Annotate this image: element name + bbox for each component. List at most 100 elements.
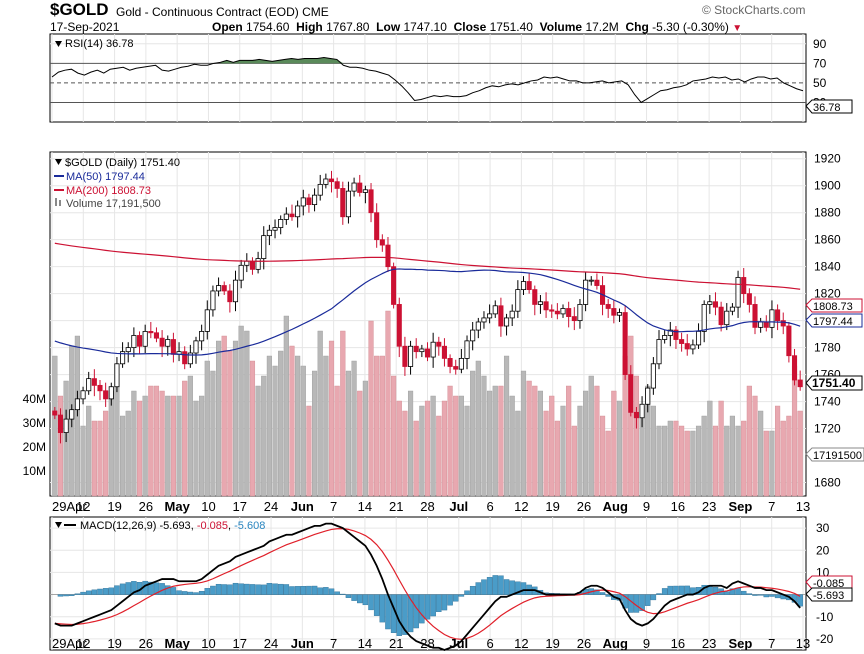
macd-histogram-bar xyxy=(328,588,335,595)
macd-histogram-bar xyxy=(639,594,645,611)
macd-histogram-bar xyxy=(148,581,154,595)
chg-label: Chg xyxy=(625,20,649,34)
macd-histogram-bar xyxy=(294,586,301,595)
macd-histogram-bar xyxy=(249,584,256,595)
candle-body xyxy=(504,317,510,327)
volume-bar xyxy=(701,415,707,497)
macd-legend-name: MACD(12,26,9) xyxy=(80,520,156,532)
volume-bar xyxy=(470,370,476,497)
candle-body xyxy=(402,345,408,367)
candle-body xyxy=(261,235,267,259)
volume-bar xyxy=(317,330,323,497)
volume-bar xyxy=(554,420,560,497)
macd-histogram-bar xyxy=(644,594,651,606)
rsi-series xyxy=(51,56,804,104)
candle-body xyxy=(52,410,58,416)
ma50-line xyxy=(54,268,801,356)
macd-histogram-bar xyxy=(334,591,340,595)
volume-bar xyxy=(571,425,577,497)
macd-histogram-bar xyxy=(306,585,312,595)
volume-bar xyxy=(368,320,374,497)
macd-x-label: 9 xyxy=(643,636,650,651)
macd-histogram-bar xyxy=(91,589,98,595)
volume-bar xyxy=(249,360,256,497)
price-tick-label: 1740 xyxy=(814,395,841,409)
ma200-legend-text: MA(200) 1808.73 xyxy=(66,185,151,197)
macd-histogram-bar xyxy=(712,586,719,595)
volume-bar xyxy=(136,400,143,497)
close-label: Close xyxy=(453,20,487,34)
volume-bar xyxy=(577,405,583,497)
volume-bar xyxy=(791,365,798,497)
price-x-label: 26 xyxy=(139,499,153,514)
candle-body xyxy=(153,332,160,339)
candle-body xyxy=(238,264,244,281)
price-x-label: 14 xyxy=(358,499,372,514)
volume-bar xyxy=(227,350,233,497)
volume-bar xyxy=(391,375,397,497)
volume-bar xyxy=(148,385,154,497)
volume-bar xyxy=(114,385,120,497)
macd-histogram-bar xyxy=(368,594,374,611)
candle-body xyxy=(374,212,380,241)
triangle-down-icon xyxy=(55,522,62,528)
macd-histogram-bar xyxy=(452,594,459,602)
candle-body xyxy=(317,183,323,196)
candle-body xyxy=(159,337,165,347)
price-tick-label: 1720 xyxy=(814,422,841,436)
macd-histogram-bar xyxy=(407,594,414,633)
candle-body xyxy=(650,363,656,389)
macd-x-label: 19 xyxy=(545,636,559,651)
volume-bar xyxy=(306,405,312,497)
volume-bar xyxy=(583,390,589,497)
macd-histogram-bar xyxy=(605,594,611,597)
price-x-label: Aug xyxy=(603,499,628,514)
volume-bar xyxy=(763,430,769,497)
macd-signal-last-tag: -0.085 xyxy=(805,575,853,590)
macd-histogram-bar xyxy=(515,581,521,595)
candle-body xyxy=(187,352,193,365)
price-candles xyxy=(52,170,803,444)
macd-histogram-bar xyxy=(436,594,442,612)
candle-body xyxy=(69,409,75,420)
price-x-label: 13 xyxy=(796,499,810,514)
candle-body xyxy=(108,386,114,400)
macd-tick-label: 20 xyxy=(816,543,830,557)
price-x-label: Jun xyxy=(291,499,314,514)
macd-histogram-bar xyxy=(481,579,487,595)
macd-histogram-bar xyxy=(498,575,504,595)
macd-histogram-bar xyxy=(724,591,730,595)
candle-body xyxy=(791,355,798,381)
volume-bar xyxy=(379,355,385,497)
candle-body xyxy=(735,277,741,308)
macd-histogram-bar xyxy=(509,580,515,595)
volume-bar xyxy=(712,425,719,497)
volume-bar xyxy=(690,430,696,497)
rsi-last-tag: 36.78 xyxy=(805,99,853,114)
volume-bar xyxy=(616,400,623,497)
macd-histogram-bar xyxy=(373,594,380,616)
macd-histogram-bar xyxy=(650,594,657,601)
candle-body xyxy=(588,279,594,282)
macd-histogram-bar xyxy=(125,582,131,595)
volume-bar xyxy=(97,420,103,497)
macd-histogram-bar xyxy=(622,594,628,609)
volume-bar xyxy=(362,380,368,497)
macd-histogram-bar xyxy=(740,590,747,595)
macd-x-label: 13 xyxy=(796,636,810,651)
rsi-last-tag-box xyxy=(805,99,853,114)
volume-bar xyxy=(503,355,510,497)
candle-body xyxy=(509,310,515,319)
macd-x-label: 21 xyxy=(389,636,403,651)
candle-body xyxy=(165,339,171,347)
volume-bar xyxy=(679,425,685,497)
volume-bar xyxy=(419,405,425,497)
macd-tick-label: -10 xyxy=(816,610,834,624)
rsi-tick-label: 70 xyxy=(813,56,827,70)
brand-link[interactable]: © StockCharts.com xyxy=(702,3,806,17)
macd-histogram-bar xyxy=(729,588,736,595)
macd-histogram-bar xyxy=(628,594,634,613)
macd-series xyxy=(54,522,803,651)
volume-bar xyxy=(633,375,639,497)
candle-body xyxy=(458,357,464,370)
